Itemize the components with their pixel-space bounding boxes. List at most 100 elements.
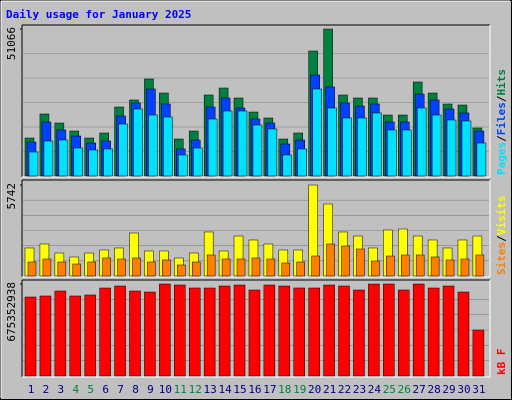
x-tick-label: 29 [442,383,455,396]
bar [162,259,171,277]
bar [431,114,442,177]
bar [296,261,305,277]
bar [118,123,128,177]
x-tick-label: 2 [43,383,50,396]
bar [427,287,440,377]
x-tick-label: 15 [233,383,246,396]
bar [27,261,37,277]
bar [356,248,365,277]
bar [163,116,173,177]
bar [73,147,84,177]
bar [372,112,382,177]
chart-title: Daily usage for January 2025 [6,8,191,21]
bar [144,291,156,377]
bar [177,264,186,277]
bar [248,289,261,377]
bar [323,284,335,377]
bar [460,258,470,277]
bar [87,261,96,277]
bar [475,254,485,277]
bar [386,255,395,277]
bar [191,261,201,277]
x-tick-label: 10 [159,383,172,396]
x-tick-label: 31 [472,383,485,396]
bar [24,296,37,377]
bar [39,295,52,377]
bar [103,148,113,177]
legend: Sites/Visits [495,196,508,276]
bar [368,283,380,377]
bar [203,287,216,377]
x-tick-label: 17 [263,383,276,396]
bar [472,329,485,377]
bar [58,139,69,177]
bar [221,258,231,277]
bar [57,261,67,277]
bar [129,290,141,377]
x-tick-label: 5 [87,383,94,396]
bar [237,110,248,177]
bar [174,284,186,377]
x-tick-label: 7 [117,383,124,396]
x-tick-label: 30 [457,383,470,396]
bar [206,254,216,277]
x-tick-label: 11 [174,383,187,396]
bar [398,289,410,377]
bar [312,88,322,177]
x-tick-label: 22 [338,383,351,396]
x-tick-label: 25 [383,383,396,396]
bar [147,261,156,277]
legend-entry: Pages [495,142,508,175]
bar [72,263,82,277]
bar [412,283,425,377]
bar [114,285,126,377]
legend-separator: / [495,135,508,142]
bar [251,257,261,277]
bar [132,257,141,277]
bar [401,254,410,277]
bar [327,107,337,177]
x-tick-label: 12 [189,383,202,396]
legend-separator: / [495,235,508,242]
bar [430,256,440,277]
x-tick-label: 19 [293,383,306,396]
bar [236,258,246,277]
bar [99,287,111,377]
legend-entry: Sites [495,242,508,275]
x-tick-label: 20 [308,383,321,396]
bar [457,291,470,377]
x-tick-label: 21 [323,383,336,396]
bar [338,285,350,377]
x-tick-label: 6 [102,383,109,396]
bar [267,128,278,177]
x-tick-label: 3 [58,383,65,396]
bar [192,147,203,177]
bar [159,283,171,377]
x-tick-label: 4 [72,383,79,396]
legend-entry: Visits [495,196,508,236]
bar [281,262,291,277]
bar [476,142,487,177]
bar [117,258,126,277]
x-tick-label: 26 [398,383,411,396]
bar [252,124,263,177]
bar [69,295,82,377]
bar [54,290,67,377]
legend-separator: / [495,95,508,102]
x-tick-label: 14 [218,383,232,396]
x-tick-label: 9 [147,383,154,396]
legend-entry: Files [495,102,508,135]
bar [297,148,307,177]
bar [266,258,276,277]
x-tick-label: 23 [353,383,366,396]
legend: Pages/Files/Hits [495,69,508,175]
bar [311,255,320,277]
bar [357,117,367,177]
bar [442,285,455,377]
x-tick-label: 18 [278,383,291,396]
legend: kB F [495,349,508,376]
y-tick-label: 5742 [5,183,18,210]
bar [402,129,412,177]
